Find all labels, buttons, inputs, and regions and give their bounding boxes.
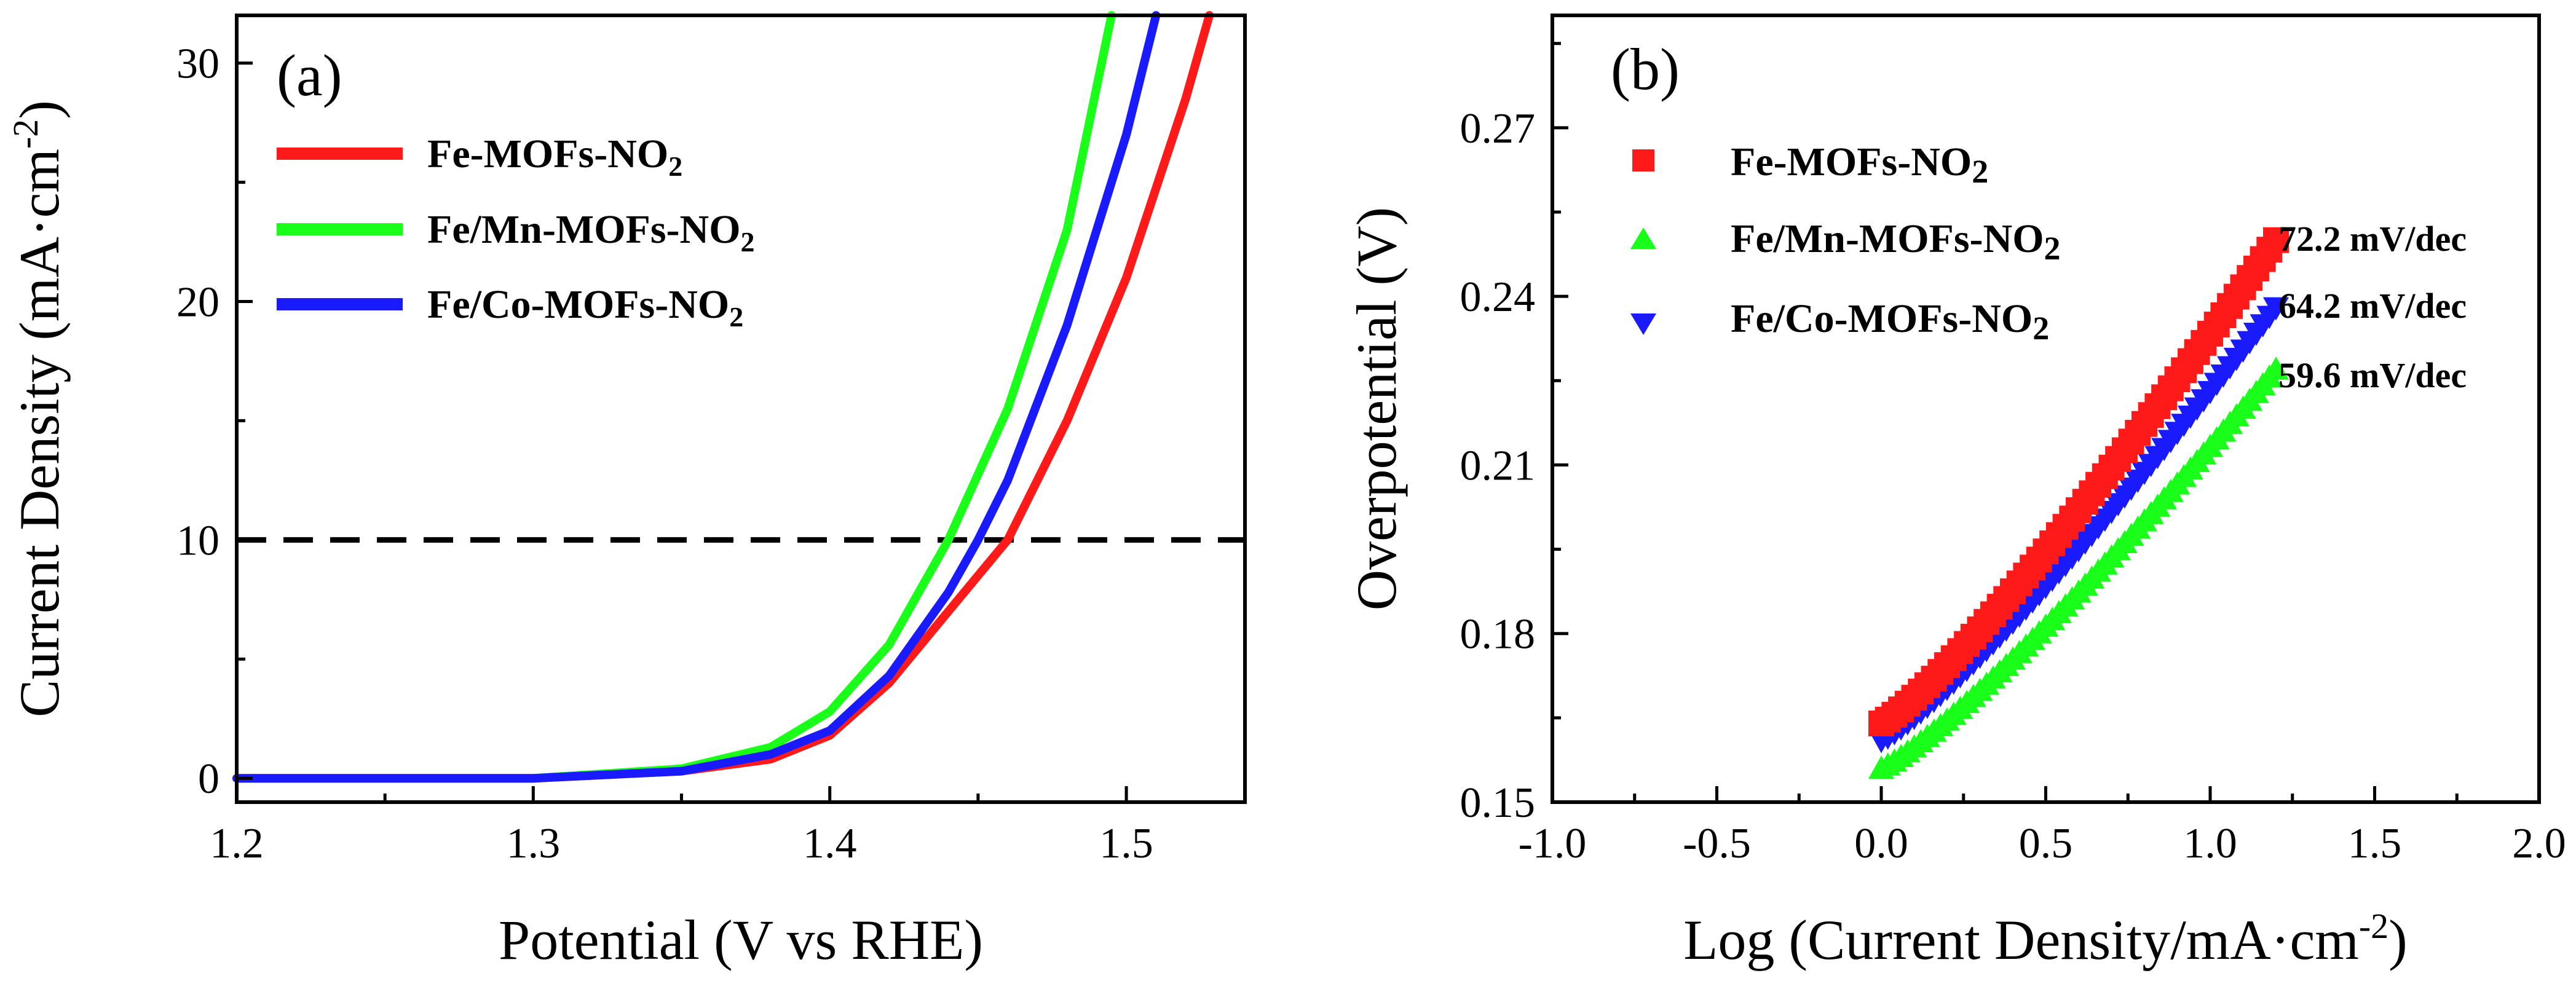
panel-a-ticks: 1.2 1.3 1.4 1.5 0 10 20 30 [176, 41, 1153, 867]
y-tick-label-b: 0.15 [1460, 779, 1536, 827]
panel-b-x-axis-label: Log (Current Density/mA·cm-2) [1683, 906, 2408, 971]
series-b-point-1 [2263, 357, 2289, 380]
y-tick-label-b: 0.27 [1460, 105, 1536, 152]
series-b-point-2 [2263, 297, 2289, 321]
series-a-line-2 [232, 11, 1161, 783]
panel-b-y-axis-label: Overpotential (V) [1345, 207, 1408, 611]
x-tick-label-b: 0.0 [1854, 820, 1908, 867]
series-a-line-0 [232, 11, 1214, 783]
legend-b-marker-femn [1630, 227, 1656, 249]
y-tick-label-a: 20 [176, 278, 219, 326]
panel-a-series-layer [232, 11, 1214, 783]
panel-b-ticks: -1.0 -0.5 0.0 0.5 1.0 1.5 2.0 0.15 0.18 0.21 0.24 0… [1460, 42, 2566, 867]
legend-a-label-femn: Fe/Mn-MOFs-NO2 [427, 207, 755, 258]
tafel-slope-fe: 72.2 mV/dec [2278, 219, 2467, 259]
legend-b-marker-fe [1632, 149, 1654, 171]
x-tick-label-a: 1.3 [507, 820, 561, 867]
panel-b-label: (b) [1611, 36, 1680, 102]
panel-a-label: (a) [277, 42, 342, 108]
legend-a-label-fe: Fe-MOFs-NO2 [427, 132, 682, 182]
panel-b-frame [1551, 14, 2541, 804]
y-tick-label-a: 10 [176, 517, 219, 564]
panel-b-series-layer [1868, 227, 2289, 779]
x-tick-label-b: -1.0 [1519, 820, 1587, 867]
y-tick-label-b: 0.24 [1460, 274, 1536, 321]
x-tick-label-b: -0.5 [1683, 820, 1751, 867]
panel-b: -1.0 -0.5 0.0 0.5 1.0 1.5 2.0 0.15 0.18 0.21 0.24 0… [1345, 14, 2566, 971]
legend-b-label-feco: Fe/Co-MOFs-NO2 [1731, 296, 2049, 347]
series-a-line-1 [232, 11, 1116, 783]
legend-b-marker-feco [1630, 313, 1656, 335]
panel-a-y-axis-label: Current Density (mA·cm-2) [6, 100, 71, 717]
x-tick-label-b: 2.0 [2512, 820, 2566, 867]
panel-a-x-axis-label: Potential (V vs RHE) [499, 908, 983, 971]
y-tick-label-a: 30 [176, 41, 219, 88]
panel-b-legend: Fe-MOFs-NO2 Fe/Mn-MOFs-NO2 Fe/Co-MOFs-NO… [1630, 140, 2061, 347]
legend-a-label-feco: Fe/Co-MOFs-NO2 [427, 282, 743, 333]
legend-b-label-femn: Fe/Mn-MOFs-NO2 [1731, 216, 2061, 267]
panel-a-frame [235, 14, 1247, 804]
x-tick-label-a: 1.2 [210, 820, 264, 867]
x-tick-label-a: 1.4 [803, 820, 857, 867]
y-tick-label-b: 0.21 [1460, 442, 1536, 489]
series-b-point-0 [2263, 227, 2289, 253]
x-tick-label-b: 0.5 [2019, 820, 2073, 867]
y-tick-label-b: 0.18 [1460, 611, 1536, 658]
panel-a-legend: Fe-MOFs-NO2 Fe/Mn-MOFs-NO2 Fe/Co-MOFs-NO… [277, 132, 755, 333]
x-tick-label-a: 1.5 [1099, 820, 1153, 867]
x-tick-label-b: 1.5 [2348, 820, 2402, 867]
legend-b-label-fe: Fe-MOFs-NO2 [1731, 140, 1988, 190]
x-tick-label-b: 1.0 [2183, 820, 2237, 867]
tafel-slope-feco: 64.2 mV/dec [2278, 286, 2467, 326]
panel-a: 1.2 1.3 1.4 1.5 0 10 20 30 (a) Fe-MOFs-NO2 Fe/M… [6, 11, 1247, 971]
y-tick-label-a: 0 [198, 755, 219, 803]
tafel-slope-femn: 59.6 mV/dec [2278, 355, 2467, 395]
